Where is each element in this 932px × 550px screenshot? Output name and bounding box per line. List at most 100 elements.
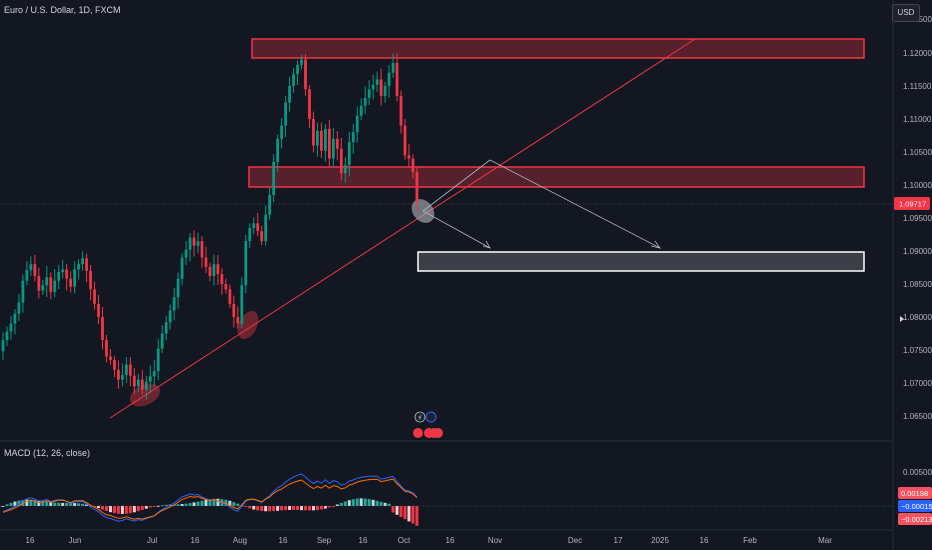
candle-body bbox=[144, 381, 148, 390]
candle-body bbox=[105, 340, 108, 357]
candle-body bbox=[403, 125, 407, 156]
macd-histogram-bar bbox=[260, 506, 264, 512]
candle-body bbox=[312, 119, 315, 146]
candle-body bbox=[5, 331, 9, 341]
economic-event-icon-us[interactable] bbox=[413, 428, 423, 438]
candle-body bbox=[73, 269, 77, 287]
macd-badge-bg bbox=[898, 500, 932, 512]
time-tick-label: Jun bbox=[69, 536, 82, 545]
macd-histogram-bar bbox=[29, 499, 33, 506]
projection-arrows[interactable] bbox=[422, 159, 661, 249]
macd-histogram-bar bbox=[339, 502, 343, 506]
candle-body bbox=[17, 302, 21, 314]
macd-histogram-bar bbox=[375, 500, 379, 506]
currency-button[interactable]: USD bbox=[892, 4, 920, 22]
candles bbox=[1, 53, 419, 400]
macd-histogram-bar bbox=[77, 503, 81, 506]
macd-histogram-bar bbox=[244, 506, 248, 507]
macd-histogram-bar bbox=[73, 503, 77, 506]
macd-histogram-bar bbox=[307, 506, 311, 511]
price-tick-label: 1.10000 bbox=[903, 181, 932, 190]
macd-pane: 0.00500 0.00198 −0.00015 −0.00213 bbox=[0, 468, 932, 526]
macd-histogram-bar bbox=[57, 502, 61, 506]
candle-body bbox=[331, 138, 335, 159]
candle-body bbox=[280, 125, 283, 139]
candle-body bbox=[81, 258, 84, 265]
time-tick-label: 17 bbox=[614, 536, 623, 545]
candle-body bbox=[347, 142, 351, 166]
price-tick-label: 1.06500 bbox=[903, 412, 932, 421]
candle-body bbox=[109, 356, 112, 360]
macd-histogram-bar bbox=[415, 506, 419, 526]
macd-histogram-bar bbox=[164, 504, 168, 506]
event-icons[interactable]: ⚡ bbox=[413, 411, 443, 438]
arrow-short-head bbox=[482, 240, 491, 249]
candle-body bbox=[296, 64, 299, 75]
candle-body bbox=[140, 379, 144, 390]
arrow-short bbox=[422, 210, 491, 249]
macd-histogram-bar bbox=[116, 506, 120, 514]
price-tick-label: 1.10500 bbox=[903, 148, 932, 157]
candle-body bbox=[268, 194, 272, 215]
touch-ellipse-1 bbox=[129, 383, 161, 407]
time-tick-label: Aug bbox=[233, 536, 247, 545]
candle-body bbox=[236, 317, 240, 324]
candle-body bbox=[136, 379, 140, 387]
candle-body bbox=[61, 269, 65, 273]
macd-histogram-bar bbox=[124, 506, 128, 514]
macd-histogram-bar bbox=[276, 506, 280, 511]
price-tick-label: 1.07500 bbox=[903, 346, 932, 355]
resistance-zone[interactable] bbox=[251, 38, 865, 59]
lightning-glyph: ⚡ bbox=[418, 414, 423, 422]
support-zone[interactable] bbox=[248, 166, 865, 188]
candle-body bbox=[224, 284, 228, 290]
candle-body bbox=[77, 264, 81, 270]
economic-event-icon-3[interactable] bbox=[433, 428, 443, 438]
dividend-icon[interactable] bbox=[425, 411, 437, 423]
macd-histogram-bar bbox=[49, 502, 53, 506]
candle-body bbox=[308, 89, 311, 119]
candle-body bbox=[97, 303, 100, 317]
candle-body bbox=[256, 223, 260, 232]
time-tick-label: 16 bbox=[191, 536, 200, 545]
candle-body bbox=[128, 364, 132, 376]
candle-body bbox=[172, 297, 176, 311]
macd-histogram-bar bbox=[101, 506, 104, 510]
macd-histogram-bar bbox=[303, 506, 307, 511]
macd-histogram-bar bbox=[292, 506, 296, 510]
price-tick-label: 1.09500 bbox=[903, 214, 932, 223]
candle-body bbox=[21, 280, 25, 303]
candle-body bbox=[164, 322, 168, 334]
candle-body bbox=[411, 158, 415, 172]
price-tick-label: 1.11500 bbox=[903, 82, 932, 91]
target-zone[interactable] bbox=[417, 251, 865, 272]
candle-body bbox=[85, 258, 88, 271]
macd-histogram-bar bbox=[45, 501, 49, 506]
macd-histogram-bar bbox=[363, 498, 367, 506]
macd-histogram-bar bbox=[248, 506, 252, 509]
macd-badge-value: −0.00213 bbox=[901, 515, 932, 524]
macd-histogram-bar bbox=[343, 501, 347, 506]
candle-body bbox=[379, 79, 383, 96]
candle-body bbox=[13, 313, 17, 324]
macd-histogram-bar bbox=[9, 502, 13, 506]
candle-body bbox=[355, 115, 359, 133]
trend-line[interactable] bbox=[109, 38, 696, 419]
macd-histogram-bar bbox=[156, 505, 160, 507]
macd-histogram-bar bbox=[81, 503, 85, 506]
macd-histogram-bar bbox=[65, 502, 69, 506]
signal-line bbox=[2, 478, 418, 520]
candle-body bbox=[335, 138, 339, 149]
macd-histogram-bar bbox=[252, 506, 256, 510]
candle-body bbox=[272, 161, 276, 195]
candle-body bbox=[132, 375, 136, 387]
macd-histogram-bar bbox=[136, 506, 140, 512]
macd-histogram-bar bbox=[323, 506, 327, 509]
arrow-long bbox=[422, 159, 661, 249]
candle-body bbox=[41, 285, 45, 291]
macd-histogram-bar bbox=[403, 506, 407, 520]
lightning-icon[interactable] bbox=[414, 411, 426, 423]
macd-histogram-bar bbox=[196, 501, 200, 506]
